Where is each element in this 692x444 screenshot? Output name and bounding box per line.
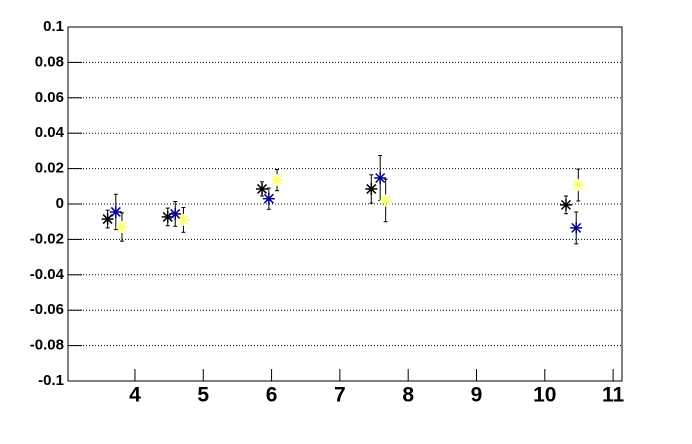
x-tick-label: 6 bbox=[266, 384, 278, 407]
marker bbox=[572, 179, 585, 192]
marker-stroke bbox=[170, 208, 181, 219]
x-tick-label: 5 bbox=[197, 384, 209, 407]
marker-stroke bbox=[110, 206, 121, 217]
marker-stroke bbox=[102, 214, 113, 225]
marker bbox=[109, 205, 122, 218]
marker-stroke bbox=[380, 195, 391, 206]
y-tick-label: 0.04 bbox=[35, 124, 65, 141]
y-tick-label: -0.04 bbox=[30, 266, 65, 283]
y-tick-label: -0.06 bbox=[30, 301, 64, 318]
marker-stroke bbox=[272, 175, 283, 186]
x-tick-label: 11 bbox=[602, 384, 625, 407]
y-tick-label: 0.08 bbox=[35, 53, 64, 70]
y-tick-label: 0.02 bbox=[35, 160, 64, 177]
x-tick-label: 9 bbox=[471, 384, 483, 407]
y-tick-label: -0.02 bbox=[30, 230, 64, 247]
marker bbox=[379, 194, 392, 207]
y-tick-label: -0.08 bbox=[30, 337, 64, 354]
marker bbox=[365, 182, 378, 195]
marker bbox=[374, 171, 387, 184]
x-tick-label: 10 bbox=[533, 384, 556, 407]
x-tick-label: 7 bbox=[334, 384, 346, 407]
marker bbox=[177, 213, 190, 226]
marker-stroke bbox=[263, 193, 274, 204]
y-tick-label: 0.1 bbox=[43, 18, 64, 35]
marker-stroke bbox=[116, 221, 127, 233]
marker-stroke bbox=[573, 180, 584, 191]
y-tick-label: -0.1 bbox=[38, 372, 64, 389]
marker-stroke bbox=[571, 222, 582, 233]
y-tick-label: 0 bbox=[56, 195, 64, 212]
marker bbox=[169, 207, 182, 220]
marker-stroke bbox=[256, 183, 268, 194]
x-tick-label: 8 bbox=[402, 384, 414, 407]
marker-stroke bbox=[366, 183, 377, 194]
marker bbox=[256, 182, 269, 195]
marker bbox=[101, 213, 114, 226]
marker bbox=[262, 192, 275, 205]
marker-stroke bbox=[375, 172, 386, 184]
marker bbox=[115, 221, 128, 234]
marker bbox=[570, 221, 583, 234]
marker bbox=[271, 174, 284, 187]
x-tick-label: 4 bbox=[129, 384, 141, 407]
marker bbox=[559, 198, 572, 211]
marker-stroke bbox=[560, 199, 572, 210]
y-tick-label: 0.06 bbox=[35, 89, 64, 106]
marker-stroke bbox=[178, 214, 189, 225]
